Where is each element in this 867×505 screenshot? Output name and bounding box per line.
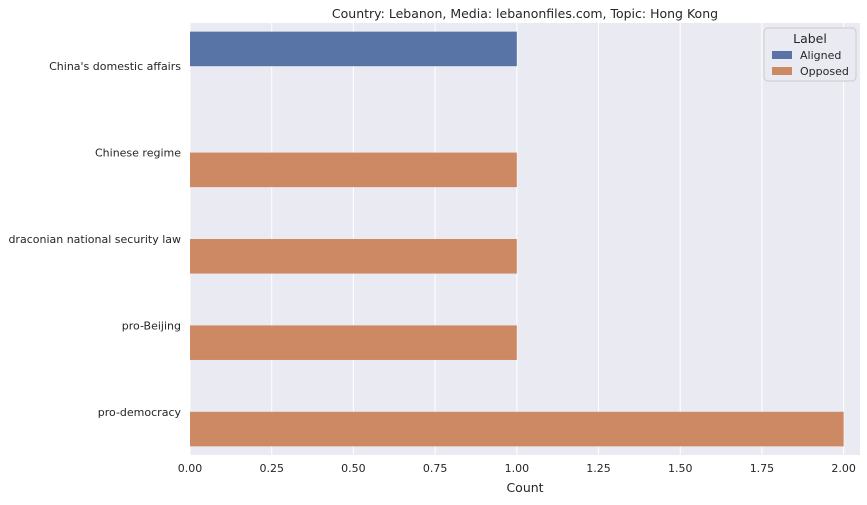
x-tick-label: 0.00 — [178, 462, 203, 475]
legend-title: Label — [793, 31, 827, 46]
legend-label: Aligned — [800, 49, 841, 62]
bar-aligned — [190, 31, 517, 67]
y-axis-ticks: China's domestic affairs Chinese regime dr… — [8, 60, 181, 419]
y-tick-label: China's domestic affairs — [49, 60, 181, 73]
y-tick-label: pro-democracy — [98, 406, 182, 419]
legend-items: Aligned Opposed — [772, 49, 849, 78]
bar-opposed — [190, 239, 517, 274]
bars — [190, 31, 844, 447]
legend-label: Opposed — [800, 65, 849, 78]
x-tick-label: 1.50 — [668, 462, 693, 475]
y-tick-label: draconian national security law — [8, 233, 181, 246]
x-axis-ticks: 0.00 0.25 0.50 0.75 1.00 1.25 1.50 1.75 2.00 — [178, 462, 856, 475]
x-tick-label: 1.25 — [586, 462, 611, 475]
x-tick-label: 0.25 — [259, 462, 284, 475]
bar-opposed — [190, 411, 844, 447]
x-axis-label: Count — [506, 480, 543, 495]
chart-title: Country: Lebanon, Media: lebanonfiles.co… — [332, 6, 718, 21]
x-tick-label: 2.00 — [831, 462, 856, 475]
x-tick-label: 1.00 — [505, 462, 530, 475]
y-tick-label: pro-Beijing — [122, 319, 181, 332]
x-tick-label: 1.75 — [750, 462, 775, 475]
legend-swatch — [772, 51, 792, 59]
bar-opposed — [190, 152, 517, 188]
legend-swatch — [772, 67, 792, 75]
y-tick-label: Chinese regime — [95, 147, 181, 160]
x-tick-label: 0.50 — [341, 462, 366, 475]
bar-opposed — [190, 325, 517, 360]
x-tick-label: 0.75 — [423, 462, 448, 475]
legend: Label Aligned Opposed — [763, 27, 857, 82]
